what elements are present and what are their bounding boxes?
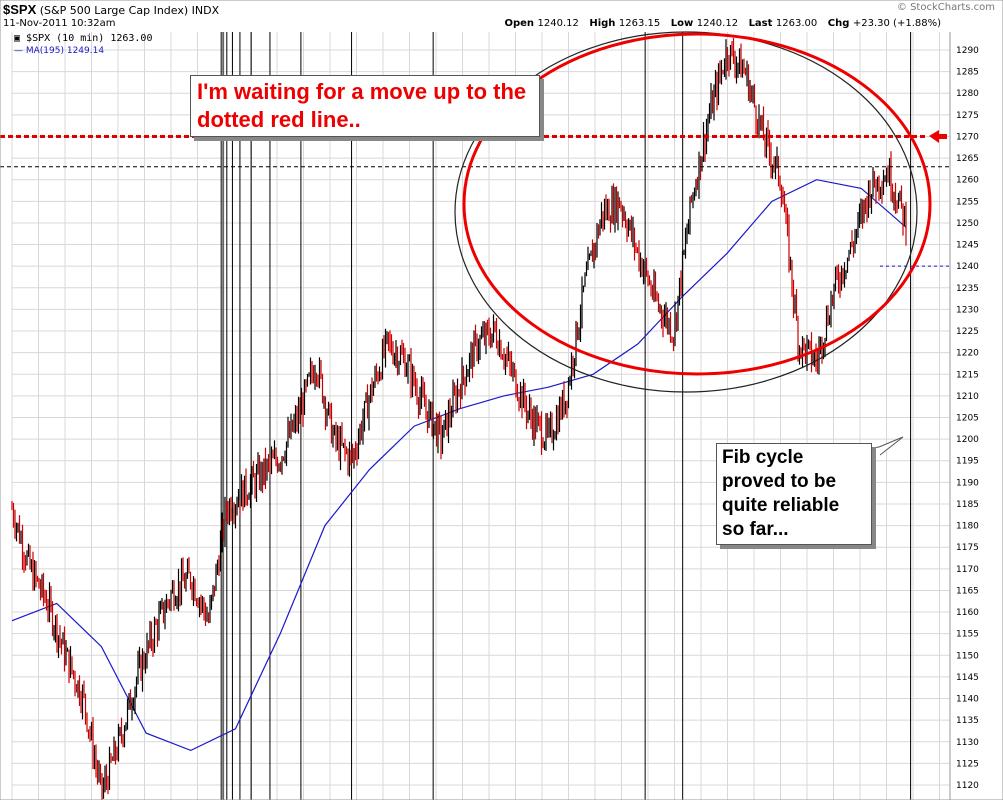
y-tick-label: 1180 — [956, 522, 979, 532]
y-tick-label: 1250 — [956, 219, 979, 229]
y-tick-label: 1150 — [956, 651, 979, 661]
black-ellipse — [454, 31, 918, 393]
y-tick-label: 1280 — [956, 89, 979, 99]
annotation-red-note: I'm waiting for a move up to the dotted … — [190, 75, 540, 137]
y-tick-label: 1140 — [956, 695, 979, 705]
y-tick-label: 1170 — [956, 565, 979, 575]
y-tick-label: 1160 — [956, 608, 979, 618]
y-tick-label: 1175 — [956, 543, 979, 553]
y-tick-label: 1285 — [956, 68, 979, 78]
symbol-description: (S&P 500 Large Cap Index) INDX — [39, 4, 220, 17]
y-tick-label: 1185 — [956, 500, 979, 510]
fib-cycle-lines — [220, 32, 912, 800]
y-tick-label: 1265 — [956, 154, 979, 164]
y-tick-label: 1215 — [956, 370, 979, 380]
legend-series: ▣ $SPX (10 min) 1263.00 — [14, 33, 153, 44]
y-tick-label: 1210 — [956, 392, 979, 402]
ma-line — [11, 179, 907, 752]
y-tick-label: 1200 — [956, 435, 979, 445]
callout-pointer — [871, 436, 904, 456]
y-tick-label: 1260 — [956, 176, 979, 186]
last-value: 1263.00 — [775, 18, 818, 29]
chart-header: $SPX (S&P 500 Large Cap Index) INDX 11-N… — [0, 0, 1003, 32]
y-tick-label: 1235 — [956, 284, 979, 294]
price-bars — [11, 37, 907, 800]
y-tick-label: 1130 — [956, 738, 979, 748]
y-tick-label: 1290 — [956, 46, 979, 56]
y-tick-label: 1255 — [956, 197, 979, 207]
symbol: $SPX — [3, 2, 37, 17]
legend-ma: — MA(195) 1249.14 — [14, 46, 105, 56]
y-tick-label: 1155 — [956, 630, 979, 640]
quote-summary: Open 1240.12 High 1263.15 Low 1240.12 La… — [504, 18, 941, 29]
open-value: 1240.12 — [537, 18, 579, 29]
y-tick-label: 1270 — [956, 132, 979, 142]
y-tick-label: 1230 — [956, 305, 979, 315]
y-axis-labels: 1120 1125 1130 1135 1140 1145 1150 1155 1160 1165… — [956, 46, 979, 791]
y-tick-label: 1245 — [956, 241, 979, 251]
y-tick-label: 1125 — [956, 759, 979, 769]
red-ellipse — [462, 32, 932, 376]
chart-title: $SPX (S&P 500 Large Cap Index) INDX — [3, 2, 219, 17]
y-tick-label: 1165 — [956, 586, 979, 596]
y-tick-label: 1220 — [956, 349, 979, 359]
y-tick-label: 1145 — [956, 673, 979, 683]
annotation-fib-note: Fib cycle proved to be quite reliable so… — [716, 443, 872, 545]
y-tick-label: 1205 — [956, 414, 979, 424]
chart-datetime: 11-Nov-2011 10:32am — [3, 18, 116, 29]
grid — [11, 32, 950, 800]
y-tick-label: 1135 — [956, 716, 979, 726]
y-tick-label: 1240 — [956, 262, 979, 272]
target-arrow-icon — [929, 130, 947, 143]
high-value: 1263.15 — [618, 18, 661, 29]
y-tick-label: 1275 — [956, 111, 979, 121]
y-tick-label: 1120 — [956, 781, 979, 791]
y-tick-label: 1225 — [956, 327, 979, 337]
change-value: +23.30 (+1.88%) — [852, 18, 941, 29]
stockcharts-credit: © StockCharts.com — [896, 2, 995, 13]
low-value: 1240.12 — [696, 18, 739, 29]
y-tick-label: 1195 — [956, 457, 979, 467]
y-tick-label: 1190 — [956, 478, 979, 488]
